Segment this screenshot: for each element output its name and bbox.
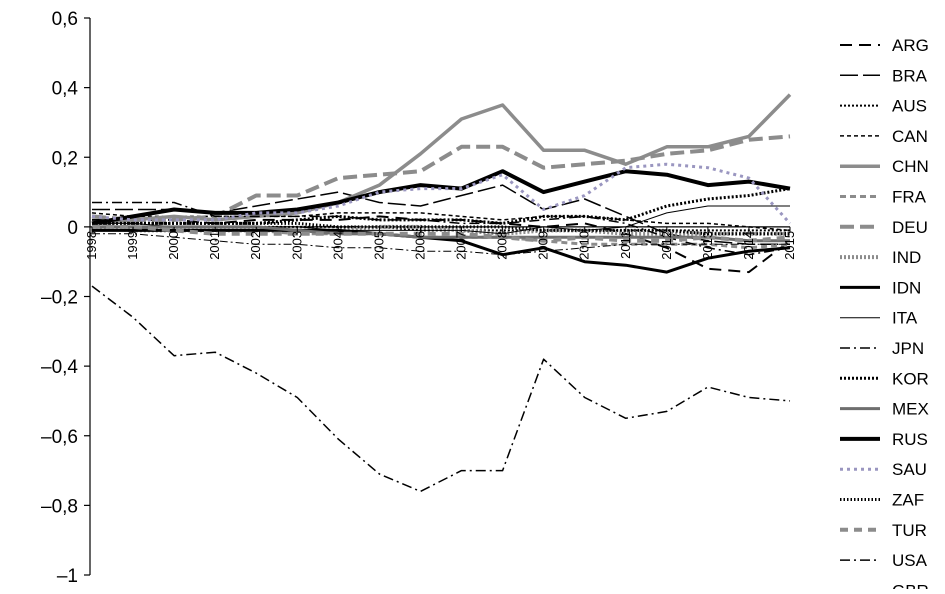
series-line-sau	[91, 162, 792, 225]
legend-item-ita: ITA	[840, 309, 918, 328]
legend-item-can: CAN	[840, 127, 928, 146]
y-tick-label: –0,2	[41, 288, 78, 309]
legend-label: CHN	[892, 157, 929, 176]
series-line-jpn	[92, 201, 791, 256]
legend-item-rus: RUS	[840, 430, 928, 449]
legend-item-fra: FRA	[840, 188, 927, 207]
series-line-deu	[91, 134, 791, 222]
legend-label: MEX	[892, 400, 929, 419]
x-tick-label: 2005	[371, 231, 386, 260]
x-tick-label: 2000	[166, 231, 181, 260]
legend-item-idn: IDN	[840, 278, 921, 297]
legend-label: ZAF	[892, 491, 924, 510]
series-line-usa	[91, 285, 791, 493]
legend-label: SAU	[892, 460, 927, 479]
y-tick-label: –0,6	[41, 427, 78, 448]
legend-item-aus: AUS	[840, 97, 927, 116]
series-line-gbr	[92, 233, 790, 256]
legend-label: ITA	[892, 309, 918, 328]
plot-area	[91, 93, 792, 493]
legend-label: JPN	[892, 339, 924, 358]
legend-item-ind: IND	[840, 248, 921, 267]
legend-item-arg: ARG	[840, 36, 929, 55]
legend-item-chn: CHN	[840, 157, 929, 176]
series-line-can	[91, 212, 791, 232]
series-line-tur	[92, 224, 791, 243]
legend-item-kor: KOR	[840, 369, 929, 388]
y-tick-label: 0,4	[52, 79, 79, 100]
x-tick-label: 2006	[412, 231, 427, 260]
x-tick-label: 2004	[330, 231, 345, 260]
legend-item-gbr: GBR	[840, 581, 929, 594]
x-tick-label: 2012	[659, 231, 674, 260]
x-tick-label: 1998	[84, 231, 99, 260]
legend-item-jpn: JPN	[840, 339, 924, 358]
x-tick-label: 2010	[577, 231, 592, 260]
x-tick-label: 2008	[495, 231, 510, 260]
legend-label: AUS	[892, 97, 927, 116]
legend-label: BRA	[892, 66, 928, 85]
legend-label: GBR	[892, 581, 929, 589]
legend-label: KOR	[892, 369, 929, 388]
y-tick-label: 0	[67, 218, 78, 239]
legend-label: RUS	[892, 430, 928, 449]
legend-label: CAN	[892, 127, 928, 146]
x-tick-label: 2002	[248, 231, 263, 260]
legend-label: IDN	[892, 278, 921, 297]
legend-item-tur: TUR	[840, 521, 927, 540]
legend-item-deu: DEU	[840, 218, 928, 237]
legend-label: IND	[892, 248, 921, 267]
legend-label: TUR	[892, 521, 927, 540]
x-tick-label: 2015	[782, 231, 797, 260]
series-line-zaf	[92, 221, 790, 236]
legend-item-sau: SAU	[840, 460, 927, 479]
series-line-rus	[91, 169, 791, 226]
legend-label: DEU	[892, 218, 928, 237]
legend: ARG BRA AUS CAN CHN FRA DEU IND IDN ITA JPN KOR MEX R…	[840, 36, 929, 594]
series-line-bra	[92, 184, 790, 246]
legend-item-mex: MEX	[840, 400, 929, 419]
legend-item-zaf: ZAF	[840, 491, 924, 510]
series-line-mex	[92, 225, 790, 243]
y-tick-label: 0,6	[52, 9, 78, 30]
x-tick-label: 2011	[618, 231, 633, 259]
y-tick-label: –1	[57, 566, 78, 587]
axes: 0,6 0,4 0,2 0 –0,2 –0,4 –0,6 –0,8 –1	[41, 9, 790, 587]
x-tick-label: 2013	[700, 231, 715, 260]
x-tick-label: 2001	[207, 231, 222, 260]
x-tick-label: 2007	[454, 231, 469, 260]
y-tick-label: –0,8	[41, 496, 78, 517]
legend-label: FRA	[892, 188, 927, 207]
series-line-chn	[91, 93, 792, 226]
series-line-idn	[92, 228, 791, 274]
legend-label: USA	[892, 551, 928, 570]
x-tick-label: 2009	[536, 231, 551, 260]
y-tick-label: 0,2	[52, 148, 78, 169]
x-axis-ticks: 1998 1999 2000 2001 2002 2003 2004 2005 2006 2007…	[84, 226, 797, 260]
x-tick-label: 2014	[741, 231, 756, 260]
legend-item-bra: BRA	[840, 66, 928, 85]
x-tick-label: 1999	[125, 231, 140, 260]
y-tick-label: –0,4	[41, 357, 78, 378]
legend-label: ARG	[892, 36, 929, 55]
x-tick-label: 2003	[289, 231, 304, 260]
legend-item-usa: USA	[840, 551, 928, 570]
